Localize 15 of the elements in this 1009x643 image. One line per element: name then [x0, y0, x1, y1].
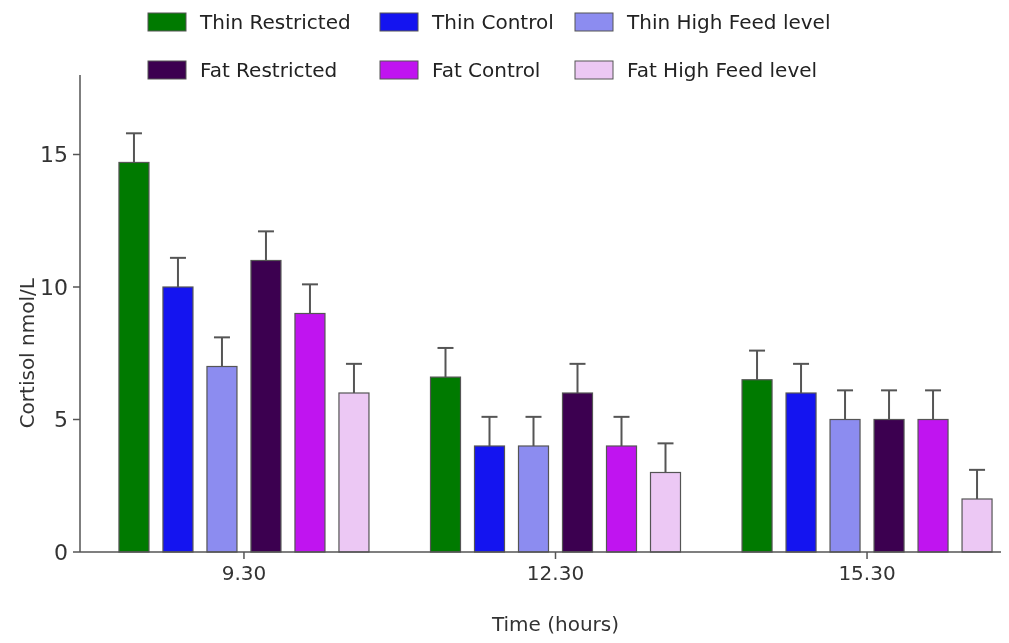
y-axis-title: Cortisol nmol/L	[15, 277, 39, 429]
legend-label: Thin Restricted	[199, 10, 351, 34]
legend-label: Fat Control	[432, 58, 541, 82]
x-axis-title: Time (hours)	[490, 612, 620, 636]
y-tick-label: 15	[40, 142, 68, 168]
x-tick-label: 12.30	[526, 561, 585, 585]
x-tick-label: 9.30	[221, 561, 267, 585]
legend-label: Fat High Feed level	[627, 58, 818, 82]
legend-label: Thin High Feed level	[626, 10, 831, 34]
y-tick-label: 0	[54, 539, 68, 565]
x-tick-label: 15.30	[838, 561, 896, 585]
legend-label: Fat Restricted	[200, 58, 338, 82]
y-tick-label: 5	[54, 407, 68, 433]
legend-label: Thin Control	[431, 10, 554, 34]
y-tick-label: 10	[40, 274, 68, 300]
